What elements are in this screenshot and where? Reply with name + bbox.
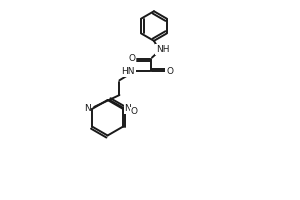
Text: O: O — [131, 107, 138, 116]
Text: N: N — [84, 104, 91, 113]
Text: HN: HN — [122, 67, 135, 76]
Text: NH: NH — [156, 45, 169, 54]
Text: O: O — [129, 54, 136, 63]
Text: N: N — [124, 104, 131, 113]
Text: O: O — [166, 67, 173, 76]
